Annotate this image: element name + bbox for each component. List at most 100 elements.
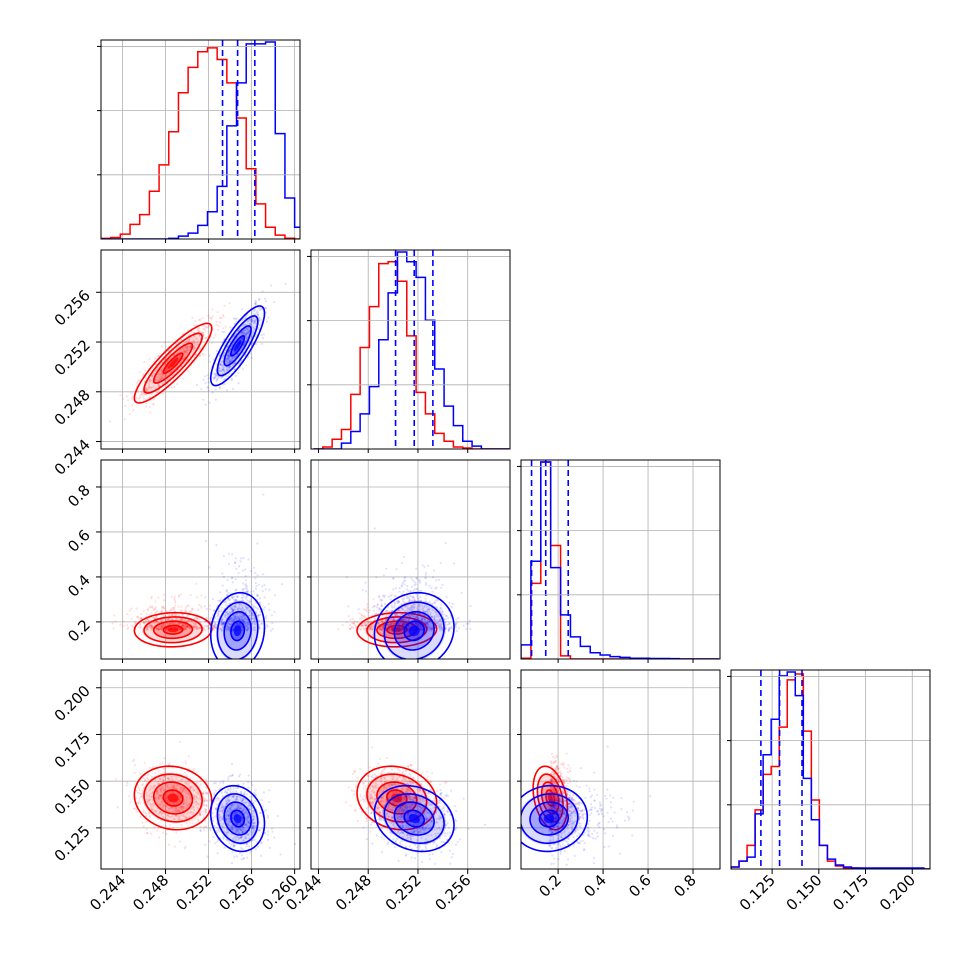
- scatter-point: [241, 331, 244, 334]
- scatter-point: [160, 625, 163, 629]
- scatter-point: [437, 625, 441, 628]
- scatter-point: [408, 598, 411, 601]
- scatter-point: [234, 598, 237, 602]
- scatter-point: [402, 590, 405, 593]
- scatter-point: [182, 377, 185, 380]
- scatter-point: [240, 625, 243, 628]
- scatter-point: [448, 601, 451, 605]
- scatter-point: [256, 311, 259, 314]
- scatter-point: [134, 622, 137, 625]
- scatter-point: [229, 347, 232, 351]
- scatter-point: [251, 626, 254, 629]
- scatter-point: [193, 339, 196, 342]
- scatter-point: [158, 376, 161, 379]
- scatter-point: [411, 595, 414, 599]
- scatter-point: [419, 628, 422, 631]
- scatter-point: [189, 619, 192, 623]
- scatter-point: [146, 628, 149, 631]
- scatter-panel-v1-v2: [310, 459, 511, 660]
- scatter-point: [254, 620, 257, 623]
- scatter-point: [138, 625, 141, 629]
- scatter-point: [220, 609, 223, 612]
- scatter-point: [257, 616, 261, 619]
- scatter-point: [246, 590, 249, 594]
- scatter-point: [252, 322, 256, 325]
- scatter-point: [186, 625, 190, 628]
- scatter-point: [146, 628, 149, 631]
- scatter-point: [439, 620, 443, 623]
- scatter-point: [151, 606, 154, 609]
- scatter-point: [179, 593, 182, 596]
- scatter-point: [179, 350, 182, 353]
- scatter-point: [147, 397, 150, 400]
- scatter-point: [165, 373, 168, 376]
- scatter-point: [166, 369, 169, 372]
- scatter-point: [148, 387, 151, 390]
- scatter-point: [209, 608, 212, 611]
- scatter-point: [423, 618, 427, 621]
- scatter-point: [226, 360, 229, 364]
- scatter-point: [425, 625, 429, 628]
- scatter-point: [131, 395, 134, 398]
- scatter-point: [423, 621, 427, 624]
- scatter-point: [196, 596, 199, 599]
- scatter-point: [228, 619, 231, 622]
- scatter-point: [423, 604, 426, 607]
- scatter-point: [157, 379, 160, 382]
- scatter-point: [404, 579, 407, 582]
- scatter-point: [410, 608, 413, 611]
- scatter-point: [246, 599, 249, 602]
- scatter-point: [240, 597, 243, 600]
- scatter-point: [200, 388, 203, 391]
- scatter-point: [374, 614, 377, 617]
- scatter-point: [431, 628, 434, 631]
- scatter-point: [219, 599, 222, 602]
- grid: [101, 670, 300, 869]
- scatter-point: [378, 608, 381, 611]
- scatter-point: [209, 618, 212, 621]
- scatter-point: [145, 402, 148, 405]
- scatter-point: [231, 356, 234, 359]
- scatter-point: [225, 362, 228, 365]
- scatter-point: [245, 629, 249, 632]
- scatter-point: [445, 614, 448, 618]
- scatter-point: [195, 337, 199, 340]
- scatter-point: [411, 596, 414, 599]
- scatter-point: [351, 621, 354, 624]
- contour-red: [366, 616, 428, 644]
- scatter-point: [244, 333, 247, 336]
- scatter-point: [140, 617, 143, 620]
- scatter-point: [434, 587, 437, 590]
- scatter-point: [147, 372, 150, 375]
- scatter-point: [161, 376, 164, 379]
- scatter-point: [404, 576, 407, 579]
- scatter-point: [395, 628, 398, 631]
- scatter-point: [150, 595, 153, 599]
- scatter-point: [186, 345, 189, 348]
- scatter-point: [235, 612, 238, 616]
- scatter-point: [256, 574, 259, 577]
- scatter-point: [196, 627, 199, 630]
- scatter-point: [235, 790, 238, 793]
- scatter-point: [232, 616, 235, 619]
- scatter-point: [214, 623, 217, 626]
- scatter-point: [224, 375, 228, 378]
- scatter-point: [239, 338, 242, 341]
- scatter-point: [153, 607, 156, 611]
- scatter-point: [268, 789, 271, 792]
- scatter-point: [254, 577, 257, 580]
- scatter-point: [402, 623, 405, 626]
- scatter-point: [215, 379, 218, 382]
- scatter-point: [122, 624, 125, 628]
- scatter-point: [228, 627, 231, 630]
- scatter-point: [200, 594, 203, 597]
- scatter-point: [211, 597, 215, 601]
- scatter-point: [245, 793, 249, 796]
- scatter-point: [212, 628, 215, 631]
- scatter-point: [136, 615, 139, 618]
- scatter-point: [245, 845, 248, 848]
- scatter-point: [232, 356, 235, 359]
- scatter-point: [206, 616, 209, 619]
- scatter-point: [237, 595, 240, 598]
- scatter-point: [416, 618, 420, 621]
